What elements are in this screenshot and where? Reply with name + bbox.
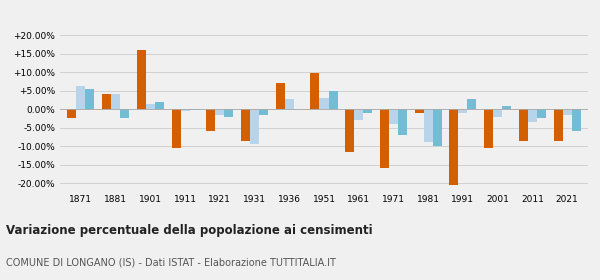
Bar xyxy=(389,109,398,124)
Bar xyxy=(363,109,372,113)
Bar xyxy=(224,109,233,116)
Bar xyxy=(67,109,76,118)
Bar xyxy=(137,50,146,109)
Bar xyxy=(241,109,250,141)
Bar xyxy=(155,102,164,109)
Bar xyxy=(276,83,285,109)
Bar xyxy=(554,109,563,141)
Bar xyxy=(285,99,294,109)
Bar xyxy=(172,109,181,148)
Bar xyxy=(398,109,407,135)
Bar xyxy=(528,109,537,122)
Bar xyxy=(537,109,546,118)
Bar xyxy=(424,109,433,143)
Bar xyxy=(563,109,572,115)
Bar xyxy=(85,89,94,109)
Bar xyxy=(329,91,338,109)
Bar xyxy=(120,109,129,118)
Bar xyxy=(572,109,581,131)
Bar xyxy=(250,109,259,144)
Bar xyxy=(181,109,190,111)
Bar xyxy=(458,109,467,113)
Bar xyxy=(467,99,476,109)
Bar xyxy=(310,73,319,109)
Bar xyxy=(484,109,493,148)
Bar xyxy=(111,94,120,109)
Text: COMUNE DI LONGANO (IS) - Dati ISTAT - Elaborazione TUTTITALIA.IT: COMUNE DI LONGANO (IS) - Dati ISTAT - El… xyxy=(6,258,336,268)
Bar xyxy=(380,109,389,167)
Bar xyxy=(433,109,442,146)
Bar xyxy=(345,109,354,152)
Bar xyxy=(319,98,329,109)
Bar xyxy=(146,104,155,109)
Bar xyxy=(259,109,268,115)
Bar xyxy=(502,106,511,109)
Bar xyxy=(519,109,528,141)
Bar xyxy=(206,109,215,131)
Bar xyxy=(415,109,424,113)
Bar xyxy=(190,109,199,110)
Bar xyxy=(354,109,363,120)
Bar xyxy=(215,109,224,115)
Bar xyxy=(76,86,85,109)
Text: Variazione percentuale della popolazione ai censimenti: Variazione percentuale della popolazione… xyxy=(6,224,373,237)
Bar xyxy=(493,109,502,116)
Bar xyxy=(102,94,111,109)
Bar xyxy=(449,109,458,185)
